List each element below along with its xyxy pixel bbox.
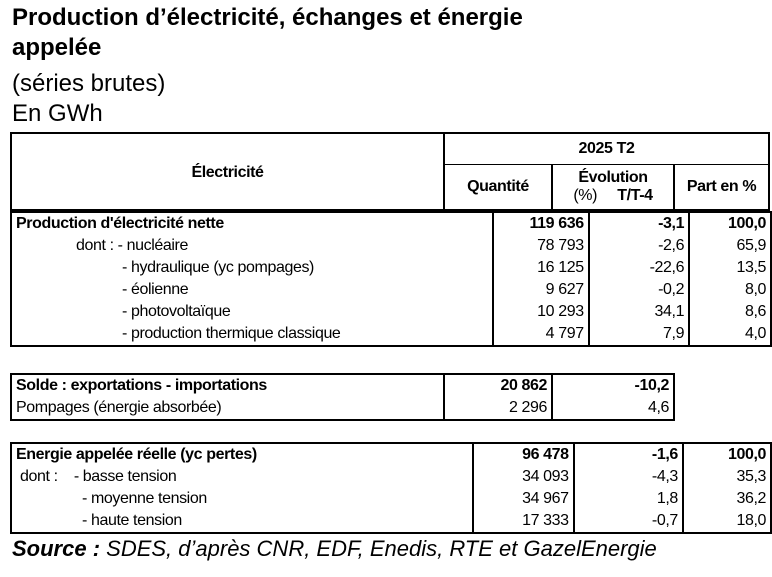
quantity-cell: 17 333	[472, 510, 574, 534]
table-row: - hydraulique (yc pompages) 16 125 -22,6 13…	[10, 257, 772, 279]
evolution-cell: 4,6	[551, 397, 675, 421]
share-cell: 100,0	[688, 211, 772, 235]
header-quantity: Quantité	[443, 164, 552, 211]
row-label: - éolienne	[10, 279, 493, 301]
exchange-table: Solde : exportations - importations 20 86…	[10, 373, 675, 421]
unit-label: En GWh	[12, 100, 103, 127]
evolution-cell: -0,2	[587, 279, 690, 301]
row-label: - haute tension	[9, 510, 474, 534]
page-title: Production d’électricité, échanges et én…	[12, 3, 523, 63]
header-evolution-label: Évolution	[578, 169, 648, 186]
evolution-cell: 1,8	[572, 488, 683, 510]
evolution-cell: -10,2	[551, 373, 675, 397]
quantity-cell: 4 797	[491, 323, 589, 347]
table-row: - haute tension 17 333 -0,7 18,0	[9, 510, 772, 534]
table-row: - moyenne tension 34 967 1,8 36,2	[9, 488, 772, 510]
share-cell: 13,5	[688, 257, 772, 279]
quantity-cell: 2 296	[443, 397, 552, 421]
quantity-cell: 78 793	[491, 235, 589, 257]
row-label: - production thermique classique	[10, 323, 493, 347]
source-label: Source :	[12, 536, 101, 561]
quantity-cell: 34 967	[472, 488, 574, 510]
evolution-cell: -4,3	[572, 466, 683, 488]
share-cell: 18,0	[681, 510, 772, 534]
consumption-table: Energie appelée réelle (yc pertes) 96 478…	[9, 442, 772, 534]
row-label: Pompages (énergie absorbée)	[10, 397, 444, 421]
table-row: - éolienne 9 627 -0,2 8,0	[10, 279, 772, 301]
evolution-cell: 7,9	[587, 323, 690, 347]
row-label: - moyenne tension	[9, 488, 474, 510]
evolution-cell: 34,1	[587, 301, 690, 323]
evolution-cell: -0,7	[572, 510, 683, 534]
header-row-label: Électricité	[10, 132, 444, 211]
table-row: dont : - nucléaire 78 793 -2,6 65,9	[10, 235, 772, 257]
row-label: dont : - basse tension	[9, 466, 474, 488]
share-cell: 8,0	[688, 279, 772, 301]
quantity-cell: 34 093	[472, 466, 574, 488]
row-label: - photovoltaïque	[10, 301, 493, 323]
header-evolution-ref: T/T-4	[617, 187, 653, 204]
header-evolution-pct: (%)	[573, 187, 598, 204]
table-row: - production thermique classique 4 797 7,9…	[10, 323, 772, 347]
row-label: Solde : exportations - importations	[10, 373, 444, 397]
header-share: Part en %	[673, 164, 770, 211]
row-label: Production d'électricité nette	[10, 211, 493, 235]
table-row: Production d'électricité nette 119 636 -3,…	[10, 211, 772, 235]
source-text: SDES, d’après CNR, EDF, Enedis, RTE et G…	[100, 536, 657, 561]
quantity-cell: 10 293	[491, 301, 589, 323]
header-evolution: Évolution (%) T/T-4	[551, 164, 674, 211]
quantity-cell: 20 862	[443, 373, 552, 397]
share-cell: 100,0	[681, 442, 772, 466]
share-cell: 36,2	[681, 488, 772, 510]
table-row: - photovoltaïque 10 293 34,1 8,6	[10, 301, 772, 323]
table-row: dont : - basse tension 34 093 -4,3 35,3	[9, 466, 772, 488]
share-cell: 8,6	[688, 301, 772, 323]
source-note: Source : SDES, d’après CNR, EDF, Enedis,…	[12, 536, 657, 562]
quantity-cell: 119 636	[491, 211, 589, 235]
quantity-cell: 96 478	[472, 442, 574, 466]
title-line-1: Production d’électricité, échanges et én…	[12, 4, 523, 31]
header-period: 2025 T2	[443, 132, 770, 165]
share-cell: 4,0	[688, 323, 772, 347]
share-cell: 35,3	[681, 466, 772, 488]
title-line-2: appelée	[12, 34, 102, 61]
row-label: - hydraulique (yc pompages)	[10, 257, 493, 279]
table-row: Solde : exportations - importations 20 86…	[10, 373, 675, 397]
row-label: dont : - nucléaire	[10, 235, 493, 257]
share-cell: 65,9	[688, 235, 772, 257]
table-row: Pompages (énergie absorbée) 2 296 4,6	[10, 397, 675, 421]
table-row: Energie appelée réelle (yc pertes) 96 478…	[9, 442, 772, 466]
quantity-cell: 9 627	[491, 279, 589, 301]
quantity-cell: 16 125	[491, 257, 589, 279]
subtitle: (séries brutes)	[12, 70, 166, 97]
evolution-cell: -22,6	[587, 257, 690, 279]
header-table: Électricité 2025 T2 Quantité Évolution (%…	[10, 132, 770, 211]
evolution-cell: -1,6	[572, 442, 683, 466]
row-label: Energie appelée réelle (yc pertes)	[9, 442, 474, 466]
production-table: Production d'électricité nette 119 636 -3,…	[10, 211, 772, 347]
evolution-cell: -2,6	[587, 235, 690, 257]
evolution-cell: -3,1	[587, 211, 690, 235]
